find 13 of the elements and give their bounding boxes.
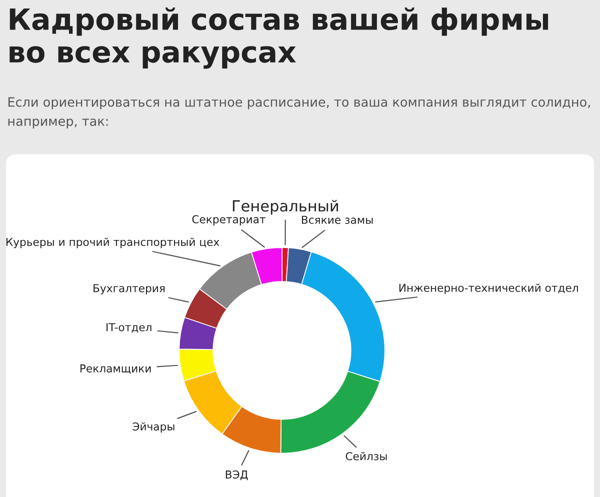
slice-label: Секретариат [192,215,266,226]
chart-subtitle: Если ориентироваться на штатное расписание, то ваша компания выглядит солидно, например, так: [8,97,590,128]
slice-label: IT-отдел [106,323,152,333]
slice-label: Сейлзы [346,452,387,460]
slice-label: Курьеры и прочий транспортный цех [6,238,220,248]
chart-title: Кадровый состав вашей фирмы во всех ракурсах [10,7,548,69]
slice-label: Инженерно-технический отдел [399,284,578,294]
slice-label: ВЭД [226,470,248,480]
slice-label: Генеральный [232,200,338,215]
slice-label: Эйчары [132,422,174,433]
slice-label: Бухгалтерия [94,284,165,294]
slice-label: Всякие замы [302,216,373,224]
slice-label: Рекламщики [80,364,151,374]
